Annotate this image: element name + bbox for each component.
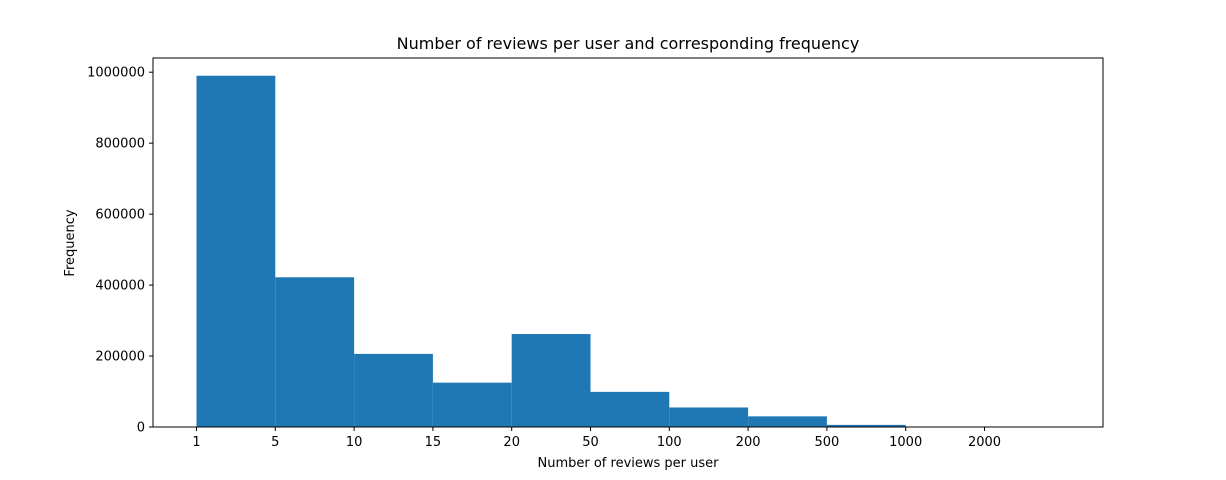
x-axis-label: Number of reviews per user [538,456,720,471]
histogram-bar [275,277,355,427]
y-tick-label: 400000 [95,279,145,294]
y-axis-label: Frequency [63,209,78,276]
histogram-bar [354,353,433,427]
chart-title: Number of reviews per user and correspon… [397,34,860,53]
x-tick-label: 1000 [889,435,922,450]
y-tick-label: 200000 [95,350,145,365]
bars-group [196,75,985,427]
x-tick-label: 200 [736,435,761,450]
y-tick-label: 800000 [95,137,145,152]
y-axis: 0 200000 400000 600000 800000 1000000 [87,66,153,436]
y-tick-label: 0 [137,421,145,436]
x-axis: 1 5 10 15 20 50 100 200 500 1000 2000 [192,427,1001,450]
histogram-bar [511,334,591,427]
x-tick-label: 500 [814,435,839,450]
y-tick-label: 600000 [95,208,145,223]
histogram-bar [669,407,749,427]
histogram-bar [826,424,906,427]
x-tick-label: 100 [657,435,682,450]
histogram-bar [748,416,827,427]
x-tick-label: 10 [346,435,363,450]
x-tick-label: 15 [425,435,442,450]
x-tick-label: 50 [582,435,599,450]
histogram-bar [196,75,276,427]
plot-frame [152,57,1104,428]
histogram-bar [432,382,512,427]
x-tick-label: 1 [192,435,200,450]
x-tick-label: 20 [503,435,520,450]
histogram-bar [590,391,670,427]
x-tick-label: 5 [271,435,279,450]
y-tick-label: 1000000 [87,66,145,81]
x-tick-label: 2000 [968,435,1001,450]
